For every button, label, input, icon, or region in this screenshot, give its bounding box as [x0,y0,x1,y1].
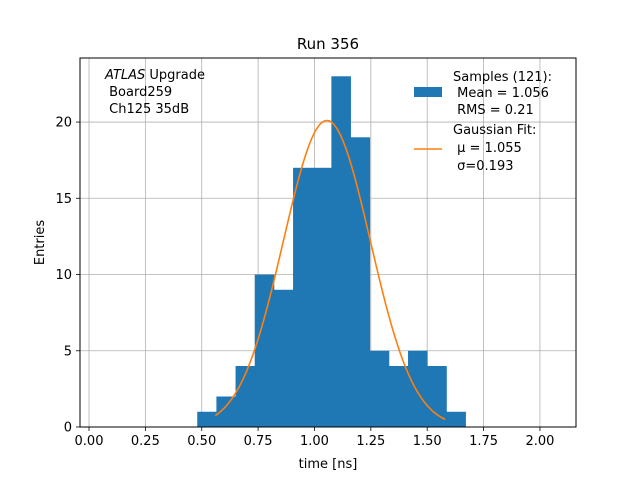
x-tick-label-7: 1.75 [469,434,498,449]
legend: Samples (121): Mean = 1.056 RMS = 0.21 G… [414,70,552,174]
histogram-bar-9 [369,350,390,427]
histogram-bar-4 [273,289,294,427]
legend-samples-rms: RMS = 0.21 [453,103,534,118]
legend-fit-mu: μ = 1.055 [453,141,522,156]
histogram-bars [197,76,466,428]
legend-samples-title: Samples (121): [453,70,552,85]
gaussian-fit-curve [214,119,446,421]
x-tick-label-2: 0.50 [187,434,216,449]
histogram-bar-0 [197,411,217,427]
histogram-bar-11 [408,350,428,427]
annotation-board: Board259 [105,85,172,100]
histogram-bar-5 [293,167,313,427]
x-tick-label-1: 0.25 [131,434,160,449]
annotation-upgrade: Upgrade [145,68,205,83]
histogram-bar-1 [216,396,236,427]
histogram-bar-2 [235,366,256,427]
annotation-channel: Ch125 35dB [105,102,189,117]
annotation-line-1: ATLAS Upgrade [104,68,205,83]
histogram-bar-3 [254,274,275,427]
x-tick-label-5: 1.25 [356,434,385,449]
histogram-bar-10 [388,366,409,427]
annotation-experiment: ATLAS [104,68,145,83]
histogram-bar-13 [446,411,466,427]
x-tick-label-8: 2.00 [525,434,554,449]
x-tick-label-0: 0.00 [75,434,104,449]
y-tick-label-1: 5 [64,344,72,359]
legend-fit-title: Gaussian Fit: [453,123,536,138]
legend-samples-patch [414,87,442,97]
y-tick-label-2: 10 [55,268,72,283]
x-axis-label: time [ns] [299,457,358,472]
y-axis-label: Entries [33,220,48,266]
chart-title: Run 356 [297,35,359,53]
plot-frame [79,57,577,428]
x-tick-label-4: 1.00 [300,434,329,449]
histogram-bar-7 [331,76,351,428]
atlas-annotation: ATLAS Upgrade Board259 Ch125 35dB [104,68,205,117]
x-tick-label-6: 1.50 [413,434,442,449]
y-tick-label-4: 20 [55,116,72,131]
legend-samples-mean: Mean = 1.056 [453,86,549,101]
legend-fit-sigma: σ=0.193 [453,159,513,174]
axis-ticks: 0.00 0.25 0.50 0.75 1.00 1.25 1.50 1.75 2.00 0 5 10… [55,116,554,449]
gaussian-fit [214,119,446,421]
x-tick-label-3: 0.75 [244,434,273,449]
histogram-bar-6 [312,167,332,427]
histogram-bar-8 [350,137,371,428]
histogram-bar-12 [427,366,447,427]
y-tick-label-0: 0 [64,421,72,436]
y-tick-label-3: 15 [55,192,72,207]
